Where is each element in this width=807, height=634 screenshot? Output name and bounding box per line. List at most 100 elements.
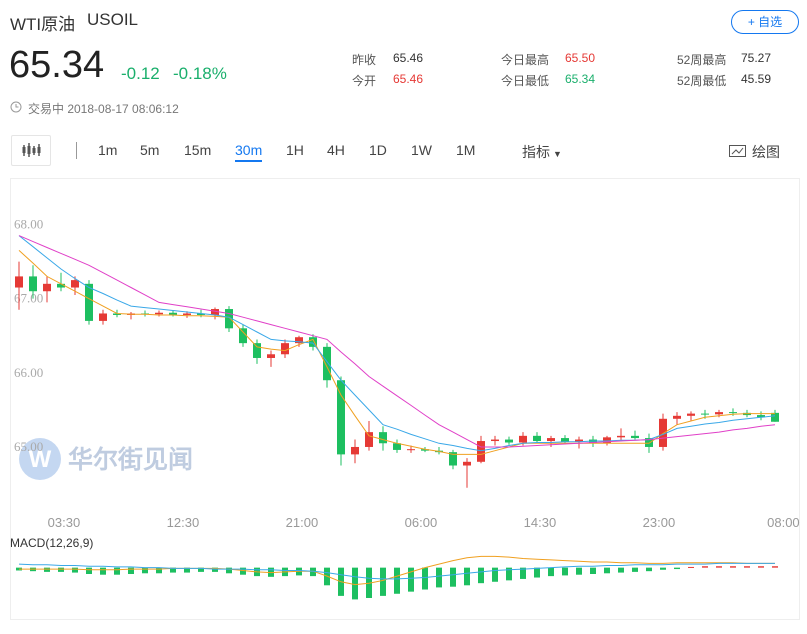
interval-tab[interactable]: 5m bbox=[140, 142, 160, 158]
macd-bar bbox=[380, 567, 386, 596]
x-tick-label: 08:00 bbox=[767, 515, 800, 530]
candle-body bbox=[631, 435, 639, 439]
candle-body bbox=[561, 438, 569, 442]
x-tick-label: 23:00 bbox=[643, 515, 676, 530]
candle-body bbox=[449, 452, 457, 466]
macd-bar bbox=[212, 567, 218, 572]
stat-value: 75.27 bbox=[741, 51, 772, 65]
instrument-name: WTI原油 bbox=[10, 15, 76, 34]
macd-bar bbox=[674, 567, 680, 570]
candle-body bbox=[281, 343, 289, 355]
candle-body bbox=[771, 412, 779, 422]
stat-label: 今开 bbox=[352, 74, 377, 88]
x-tick-label: 12:30 bbox=[167, 515, 200, 530]
candle-body bbox=[645, 438, 653, 447]
indicator-menu[interactable]: 指标 ▼ bbox=[522, 142, 562, 162]
candle-body bbox=[659, 418, 667, 447]
candle-body bbox=[169, 312, 177, 315]
candle-body bbox=[239, 328, 247, 344]
candle-body bbox=[295, 337, 303, 344]
candle-body bbox=[85, 283, 93, 321]
candle-body bbox=[421, 449, 429, 451]
candle-body bbox=[57, 283, 65, 288]
chart-frame bbox=[10, 178, 800, 620]
macd-bar bbox=[772, 566, 778, 568]
interval-tab[interactable]: 30m bbox=[235, 142, 263, 162]
candle-body bbox=[757, 415, 765, 418]
stat-value: 65.46 bbox=[393, 72, 424, 86]
separator bbox=[76, 142, 77, 159]
macd-bar bbox=[604, 567, 610, 574]
x-tick-label: 06:00 bbox=[405, 515, 438, 530]
macd-bar bbox=[716, 566, 722, 568]
candle-body bbox=[533, 435, 541, 442]
indicator-line bbox=[18, 235, 776, 452]
candle-body bbox=[15, 276, 23, 288]
candle-body bbox=[99, 313, 107, 321]
macd-bar bbox=[492, 567, 498, 582]
macd-bar bbox=[310, 567, 316, 577]
draw-icon bbox=[729, 145, 746, 157]
macd-bar bbox=[548, 567, 554, 577]
stat-label: 今日最高 bbox=[501, 53, 550, 67]
macd-bar bbox=[632, 567, 638, 572]
candle-body bbox=[309, 337, 317, 347]
candle-body bbox=[729, 412, 737, 414]
candle-body bbox=[225, 309, 233, 329]
macd-bar bbox=[478, 567, 484, 584]
candle-body bbox=[351, 446, 359, 455]
candle-body bbox=[365, 432, 373, 447]
macd-bar bbox=[142, 567, 148, 574]
candle-body bbox=[701, 413, 709, 415]
macd-bar bbox=[576, 567, 582, 575]
candle-body bbox=[407, 449, 415, 451]
macd-bar bbox=[352, 567, 358, 600]
candle-body bbox=[197, 313, 205, 315]
macd-bar bbox=[58, 567, 64, 572]
stat-value: 65.46 bbox=[393, 51, 424, 65]
interval-tab[interactable]: 1D bbox=[369, 142, 387, 158]
draw-button[interactable]: 绘图 bbox=[729, 142, 780, 162]
macd-bar bbox=[226, 567, 232, 574]
macd-bar bbox=[44, 567, 50, 572]
watch-button[interactable]: + 自选 bbox=[731, 10, 799, 34]
candle-body bbox=[29, 276, 37, 292]
y-tick-label: 67.00 bbox=[14, 291, 43, 306]
macd-bar bbox=[688, 566, 694, 568]
candle-body bbox=[337, 380, 345, 455]
interval-tab[interactable]: 15m bbox=[184, 142, 212, 158]
interval-tab[interactable]: 1m bbox=[98, 142, 118, 158]
interval-tab[interactable]: 1H bbox=[286, 142, 304, 158]
candle-body bbox=[253, 343, 261, 358]
macd-bar bbox=[660, 567, 666, 570]
y-tick-label: 66.00 bbox=[14, 365, 43, 380]
indicator-line bbox=[18, 235, 776, 448]
stat-label: 52周最高 bbox=[677, 53, 727, 67]
candle-body bbox=[575, 439, 583, 442]
macd-bar bbox=[464, 567, 470, 586]
candle-body bbox=[379, 432, 387, 444]
macd-bar bbox=[520, 567, 526, 579]
candle-body bbox=[603, 437, 611, 444]
x-tick-label: 03:30 bbox=[48, 515, 81, 530]
price-change: -0.12 bbox=[121, 64, 160, 83]
macd-bar bbox=[422, 567, 428, 590]
candle-icon bbox=[22, 143, 41, 157]
watermark-logo bbox=[19, 438, 61, 480]
price-change-pct: -0.18% bbox=[173, 64, 227, 83]
dropdown-arrow: ▼ bbox=[553, 149, 562, 159]
watermark-letter: W bbox=[29, 446, 52, 473]
macd-bar bbox=[72, 567, 78, 573]
candle-body bbox=[323, 346, 331, 381]
interval-tab[interactable]: 1W bbox=[411, 142, 432, 158]
stat-value: 45.59 bbox=[741, 72, 772, 86]
clock-icon bbox=[10, 101, 22, 113]
macd-bar bbox=[758, 566, 764, 568]
interval-tab[interactable]: 4H bbox=[327, 142, 345, 158]
interval-tab[interactable]: 1M bbox=[456, 142, 476, 158]
candle-type-button[interactable] bbox=[11, 135, 51, 166]
macd-bar bbox=[198, 567, 204, 572]
macd-bar bbox=[506, 567, 512, 581]
macd-bar bbox=[240, 567, 246, 575]
